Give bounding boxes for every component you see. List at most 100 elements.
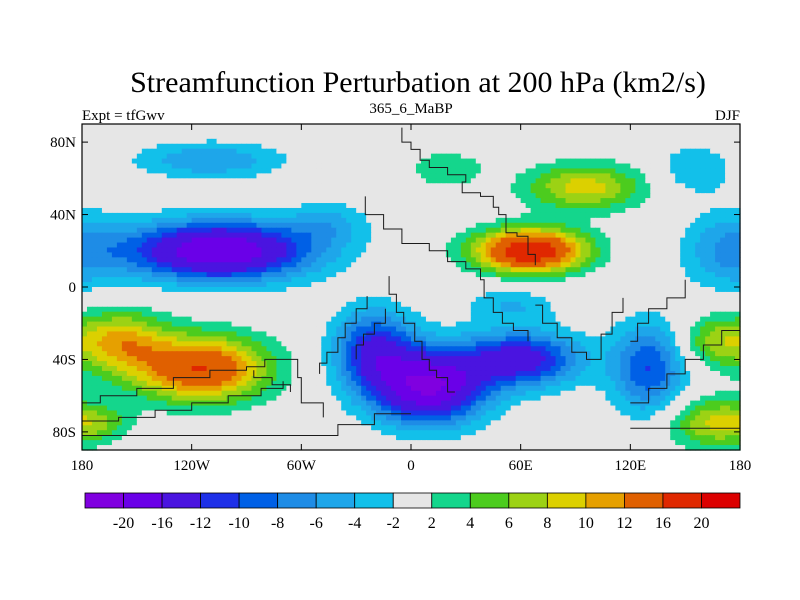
field-cell xyxy=(286,124,292,130)
field-cell xyxy=(640,173,646,179)
field-cell xyxy=(455,242,462,249)
field-cell xyxy=(630,287,636,293)
field-cell xyxy=(575,193,582,199)
field-cell xyxy=(505,277,512,283)
field-cell xyxy=(595,178,602,184)
field-cell xyxy=(186,124,193,130)
field-cell xyxy=(560,203,567,209)
field-cell xyxy=(281,163,287,170)
field-cell xyxy=(485,227,492,234)
field-cell xyxy=(156,124,163,130)
field-cell xyxy=(161,242,168,249)
field-cell xyxy=(415,128,422,135)
field-cell xyxy=(361,133,367,140)
field-cell xyxy=(251,272,258,278)
field-cell xyxy=(480,291,487,298)
field-cell xyxy=(261,198,268,204)
field-cell xyxy=(625,257,631,263)
field-cell xyxy=(111,217,118,224)
field-cell xyxy=(246,198,253,204)
field-cell xyxy=(91,203,98,209)
field-cell xyxy=(91,173,98,179)
field-cell xyxy=(455,207,462,214)
field-cell xyxy=(336,124,342,130)
field-cell xyxy=(470,291,477,298)
field-cell xyxy=(490,143,497,150)
field-cell xyxy=(346,207,352,214)
field-cell xyxy=(391,188,397,194)
field-cell xyxy=(82,203,88,209)
field-cell xyxy=(96,173,103,179)
field-cell xyxy=(291,148,297,155)
field-cell xyxy=(720,272,726,278)
field-cell xyxy=(650,148,656,155)
field-cell xyxy=(301,138,307,145)
field-cell xyxy=(560,212,567,219)
field-cell xyxy=(600,227,606,234)
field-cell xyxy=(690,203,696,209)
field-cell xyxy=(450,212,457,219)
field-cell xyxy=(281,198,287,204)
field-cell xyxy=(341,212,347,219)
field-cell xyxy=(206,158,213,165)
field-cell xyxy=(306,193,312,199)
field-cell xyxy=(485,222,492,229)
field-cell xyxy=(560,133,567,140)
field-cell xyxy=(670,272,676,278)
field-cell xyxy=(445,212,452,219)
field-cell xyxy=(141,277,148,283)
field-cell xyxy=(246,143,253,150)
field-cell xyxy=(470,138,477,145)
field-cell xyxy=(705,301,711,308)
field-cell xyxy=(675,291,681,298)
field-cell xyxy=(146,158,153,165)
field-cell xyxy=(710,168,716,174)
field-cell xyxy=(625,301,631,308)
field-cell xyxy=(316,306,322,313)
field-cell xyxy=(111,148,118,155)
field-cell xyxy=(286,262,292,268)
field-cell xyxy=(670,262,676,268)
field-cell xyxy=(386,296,392,303)
field-cell xyxy=(415,124,422,130)
field-cell xyxy=(615,252,621,258)
field-cell xyxy=(121,287,128,293)
field-cell xyxy=(420,287,427,293)
field-cell xyxy=(520,143,527,150)
field-cell xyxy=(710,138,716,145)
field-cell xyxy=(610,301,616,308)
field-cell xyxy=(675,153,681,160)
field-cell xyxy=(650,227,656,234)
field-cell xyxy=(161,193,168,199)
field-cell xyxy=(221,237,228,244)
field-cell xyxy=(361,188,367,194)
field-cell xyxy=(101,138,108,145)
field-cell xyxy=(700,262,706,268)
field-cell xyxy=(525,306,532,313)
field-cell xyxy=(480,267,487,273)
field-cell xyxy=(246,173,253,179)
field-cell xyxy=(126,188,133,194)
field-cell xyxy=(630,188,636,194)
field-cell xyxy=(146,306,153,313)
field-cell xyxy=(650,282,656,288)
field-cell xyxy=(151,173,158,179)
field-cell xyxy=(171,217,178,224)
field-cell xyxy=(685,272,691,278)
field-cell xyxy=(181,301,188,308)
field-cell xyxy=(455,203,462,209)
field-cell xyxy=(216,291,223,298)
field-cell xyxy=(386,168,392,174)
field-cell xyxy=(425,257,432,263)
field-cell xyxy=(700,198,706,204)
field-cell xyxy=(505,217,512,224)
field-cell xyxy=(660,252,666,258)
field-cell xyxy=(131,138,138,145)
field-cell xyxy=(635,124,641,130)
field-cell xyxy=(650,124,656,130)
field-cell xyxy=(171,232,178,239)
field-cell xyxy=(540,301,547,308)
field-cell xyxy=(221,203,228,209)
field-cell xyxy=(575,183,582,189)
field-cell xyxy=(226,217,233,224)
